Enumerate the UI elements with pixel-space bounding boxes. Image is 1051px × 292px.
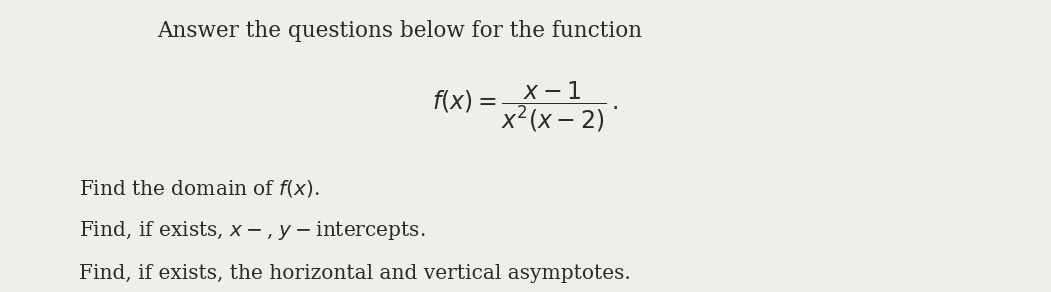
Text: Find the domain of $f(x)$.: Find the domain of $f(x)$.	[79, 178, 320, 199]
Text: Answer the questions below for the function: Answer the questions below for the funct…	[157, 20, 642, 42]
Text: Find, if exists, the horizontal and vertical asymptotes.: Find, if exists, the horizontal and vert…	[79, 263, 631, 283]
Text: Find, if exists, $x-$, $y-$intercepts.: Find, if exists, $x-$, $y-$intercepts.	[79, 219, 426, 242]
Text: $f(x) = \dfrac{x - 1}{x^2(x - 2)}\,.$: $f(x) = \dfrac{x - 1}{x^2(x - 2)}\,.$	[432, 79, 619, 134]
